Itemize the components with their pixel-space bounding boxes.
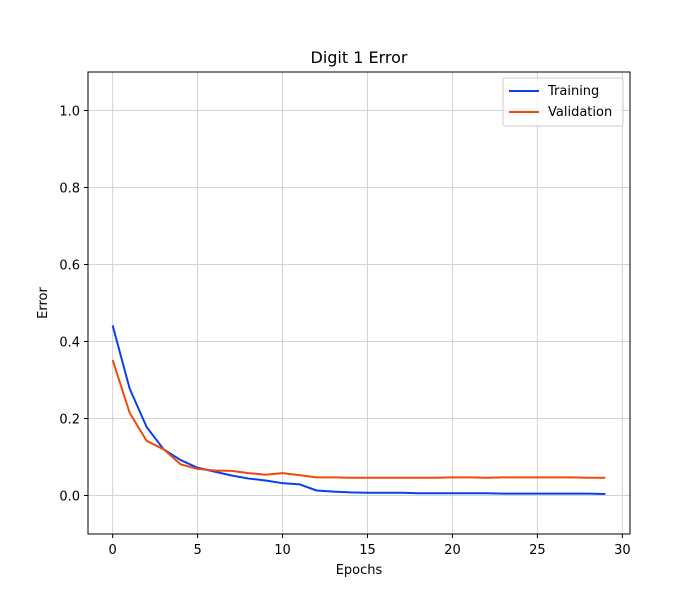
legend-label-validation: Validation: [548, 105, 612, 120]
series-layer: [111, 325, 606, 495]
x-tick-label: 20: [444, 543, 461, 558]
x-tick-label: 0: [108, 543, 116, 558]
x-tick-label: 15: [359, 543, 376, 558]
y-tick-label: 1.0: [59, 105, 80, 120]
x-tick-label: 10: [274, 543, 291, 558]
plot-frame: [87, 71, 631, 535]
y-tick-label: 0.0: [59, 490, 80, 505]
tick-layer: 0 5 10 15 20 25 30 0.0 0.2 0.4 0.6 0.8 1.0: [59, 105, 630, 559]
y-tick-label: 0.2: [59, 413, 80, 428]
series-line-validation: [111, 359, 606, 479]
y-tick-label: 0.4: [59, 336, 80, 351]
y-tick-label: 0.6: [59, 259, 80, 274]
chart-title: Digit 1 Error: [311, 48, 408, 67]
x-axis-label: Epochs: [336, 563, 383, 578]
x-tick-label: 5: [193, 543, 201, 558]
grid-layer: [88, 72, 630, 534]
y-axis-label: Error: [36, 287, 51, 319]
series-line-training: [111, 325, 606, 495]
x-tick-label: 30: [614, 543, 631, 558]
legend-label-training: Training: [547, 84, 599, 99]
legend: Training Validation: [502, 77, 624, 127]
x-tick-label: 25: [529, 543, 546, 558]
y-tick-label: 0.8: [59, 182, 80, 197]
